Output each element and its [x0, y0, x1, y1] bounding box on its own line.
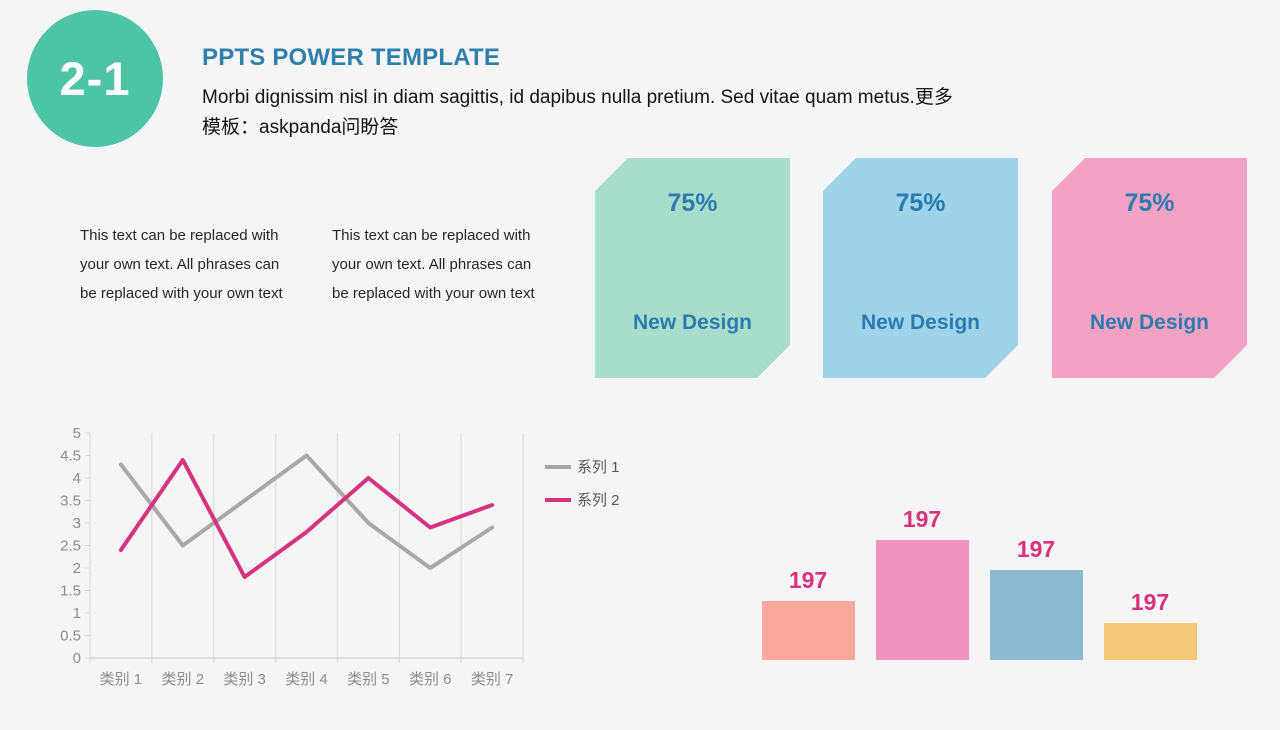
svg-text:类别 7: 类别 7 [471, 671, 514, 688]
svg-text:2.5: 2.5 [60, 538, 81, 555]
svg-text:0.5: 0.5 [60, 628, 81, 645]
line-chart-legend: 系列 1 系列 2 [545, 456, 620, 522]
stat-percent: 75% [667, 189, 718, 217]
line-chart-canvas: 0 0.5 1 1.5 2 2.5 3 3.5 4 4.5 5 类别 1 类别 2 类别 3 类别 4 类别 … [60, 425, 524, 688]
svg-text:类别 1: 类别 1 [100, 671, 143, 688]
svg-text:类别 3: 类别 3 [223, 671, 266, 688]
stat-percent: 75% [1124, 189, 1175, 217]
header: PPTS POWER TEMPLATE Morbi dignissim nisl… [202, 44, 992, 143]
svg-text:4: 4 [73, 470, 81, 487]
svg-text:1.5: 1.5 [60, 583, 81, 600]
page-title: PPTS POWER TEMPLATE [202, 44, 501, 71]
series-1-line-swatch [545, 464, 571, 469]
bar-value-label-4: 197 [1130, 589, 1170, 615]
bar-value-label-1: 197 [788, 567, 828, 593]
svg-text:类别 6: 类别 6 [409, 671, 452, 688]
stat-label: New Design [1089, 311, 1210, 334]
bar-1 [761, 601, 855, 660]
stat-card-pink: 75% New Design [1052, 158, 1247, 378]
svg-text:2: 2 [73, 560, 81, 577]
svg-text:4.5: 4.5 [60, 448, 81, 465]
svg-text:类别 5: 类别 5 [347, 671, 390, 688]
svg-text:0: 0 [73, 650, 81, 667]
bar-chart: 197 197 197 197 [750, 498, 1210, 660]
svg-text:类别 4: 类别 4 [285, 671, 328, 688]
stat-card-blue: 75% New Design [823, 158, 1018, 378]
stat-percent: 75% [895, 189, 946, 217]
series-2-line-swatch [545, 497, 571, 502]
bar-value-label-3: 197 [1016, 536, 1056, 562]
bar-3 [989, 570, 1083, 660]
body-text-block-2: This text can be replaced with your own … [332, 227, 535, 302]
body-text-block-1: This text can be replaced with your own … [80, 227, 283, 302]
bar-4 [1103, 623, 1197, 660]
legend-item-series-2: 系列 2 [545, 489, 620, 510]
svg-text:5: 5 [73, 425, 81, 442]
stat-label: New Design [632, 311, 753, 334]
svg-text:1: 1 [73, 605, 81, 622]
legend-item-series-1: 系列 1 [545, 456, 620, 477]
svg-text:3: 3 [73, 515, 81, 532]
bar-2 [875, 540, 969, 660]
series-1-label: 系列 1 [577, 459, 620, 476]
svg-text:类别 2: 类别 2 [162, 671, 205, 688]
stat-label: New Design [860, 311, 981, 334]
line-chart: 0 0.5 1 1.5 2 2.5 3 3.5 4 4.5 5 类别 1 类别 2 类别 3 类别 4 类别 … [60, 425, 540, 725]
svg-text:3.5: 3.5 [60, 493, 81, 510]
stat-card-green: 75% New Design [595, 158, 790, 378]
page-subtitle: Morbi dignissim nisl in diam sagittis, i… [202, 87, 953, 138]
series-2-label: 系列 2 [577, 492, 620, 509]
bar-value-label-2: 197 [902, 506, 942, 532]
section-number-badge: 2-1 [27, 10, 163, 147]
